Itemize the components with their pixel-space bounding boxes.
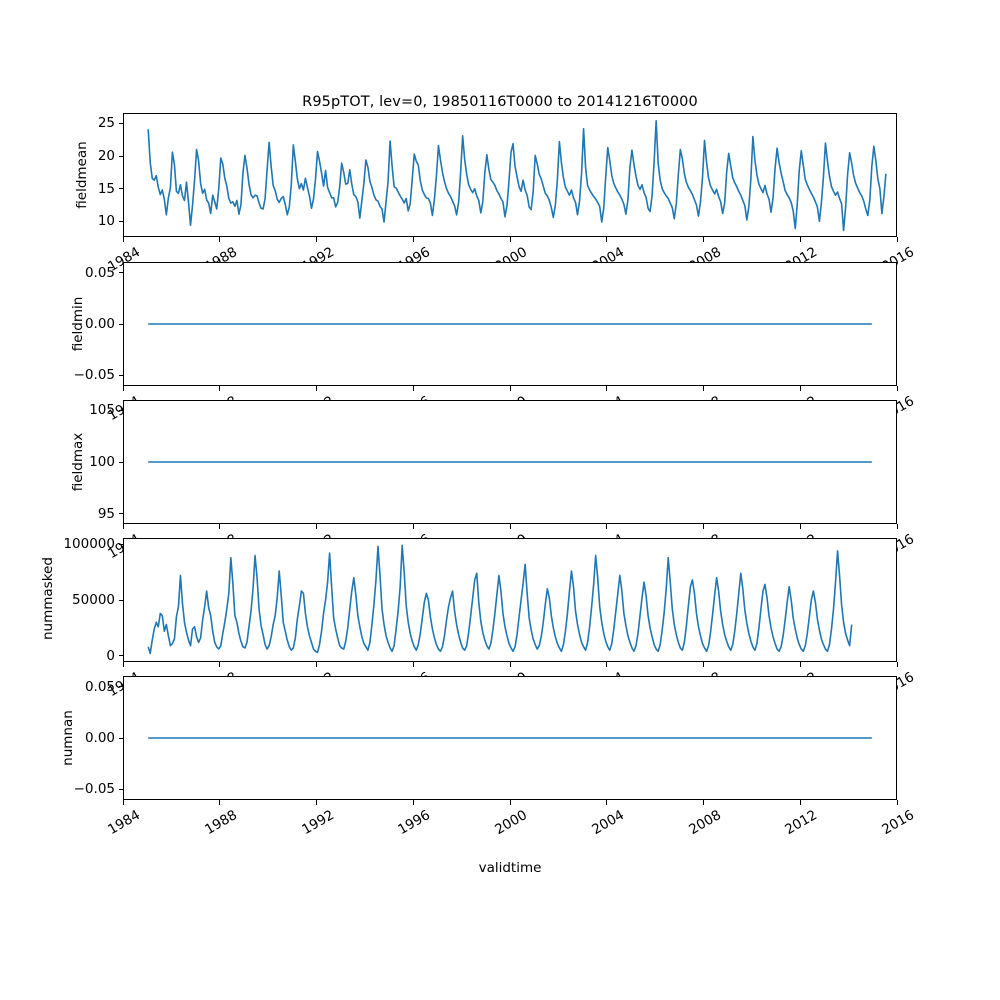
y-axis-label-numnan: numnan <box>60 710 76 766</box>
subplot-numnan <box>123 676 897 800</box>
y-tick-label-fieldmin: −0.05 <box>73 367 115 384</box>
x-tick-mark <box>412 386 414 391</box>
x-tick-mark <box>509 800 511 805</box>
y-tick-label-fieldmin: 0.00 <box>84 316 115 332</box>
subplot-nummasked <box>123 538 897 662</box>
x-tick-mark <box>703 662 705 667</box>
axes-spines <box>123 113 897 237</box>
plot-line-fieldmax <box>123 400 897 524</box>
figure-title: R95pTOT, lev=0, 19850116T0000 to 2014121… <box>302 94 698 110</box>
x-tick-mark <box>316 662 318 667</box>
subplot-fieldmin <box>123 262 897 386</box>
y-tick-label-nummasked: 0 <box>106 647 115 664</box>
y-axis-label-fieldmean: fieldmean <box>74 141 90 209</box>
x-tick-mark <box>799 662 801 667</box>
x-tick-mark <box>509 524 511 529</box>
y-axis-label-fieldmin: fieldmin <box>70 296 86 352</box>
x-axis-label: validtime <box>478 860 542 876</box>
x-tick-mark <box>896 524 898 529</box>
x-tick-mark <box>703 386 705 391</box>
y-tick-label-numnan: 0.05 <box>84 678 115 695</box>
x-tick-mark <box>799 800 801 805</box>
plot-line-nummasked <box>123 538 897 662</box>
x-tick-mark <box>412 524 414 529</box>
x-tick-mark <box>412 237 414 242</box>
y-tick-label-fieldmean: 20 <box>97 148 115 165</box>
x-tick-label: 1984 <box>105 807 143 839</box>
x-tick-label: 1984 <box>0 393 143 507</box>
y-tick-label-fieldmean: 15 <box>97 180 115 197</box>
y-tick-label-numnan: −0.05 <box>73 781 115 798</box>
x-tick-mark <box>703 237 705 242</box>
y-axis-label-fieldmax: fieldmax <box>70 432 86 492</box>
x-tick-mark <box>509 386 511 391</box>
x-tick-label: 1984 <box>0 531 143 645</box>
x-tick-mark <box>122 386 124 391</box>
x-tick-mark <box>799 386 801 391</box>
x-tick-mark <box>316 800 318 805</box>
axes-spines <box>123 538 897 662</box>
x-tick-mark <box>606 524 608 529</box>
x-tick-mark <box>606 800 608 805</box>
x-tick-mark <box>606 237 608 242</box>
axes-spines <box>123 400 897 524</box>
y-tick-label-fieldmax: 100 <box>89 454 115 470</box>
x-tick-mark <box>122 800 124 805</box>
x-tick-mark <box>509 662 511 667</box>
subplot-fieldmax <box>123 400 897 524</box>
x-tick-mark <box>412 800 414 805</box>
y-tick-label-nummasked: 50000 <box>72 592 115 608</box>
x-tick-mark <box>799 237 801 242</box>
y-tick-label-fieldmax: 105 <box>89 402 115 419</box>
x-tick-mark <box>122 524 124 529</box>
x-tick-mark <box>606 662 608 667</box>
x-tick-label: 1984 <box>0 669 143 783</box>
y-tick-label-fieldmean: 10 <box>97 213 115 230</box>
axes-spines <box>123 262 897 386</box>
plot-line-fieldmean <box>123 113 897 237</box>
x-tick-mark <box>122 237 124 242</box>
x-tick-mark <box>219 386 221 391</box>
x-tick-mark <box>896 237 898 242</box>
y-tick-label-nummasked: 100000 <box>63 536 115 553</box>
x-tick-label: 1984 <box>105 244 143 276</box>
x-tick-mark <box>316 524 318 529</box>
x-tick-mark <box>316 237 318 242</box>
plot-line-fieldmin <box>123 262 897 386</box>
y-tick-label-fieldmax: 95 <box>97 505 115 522</box>
plot-line-numnan <box>123 676 897 800</box>
x-tick-mark <box>219 662 221 667</box>
x-tick-mark <box>896 386 898 391</box>
x-tick-mark <box>703 524 705 529</box>
x-tick-mark <box>703 800 705 805</box>
y-tick-label-fieldmean: 25 <box>97 115 115 132</box>
y-tick-label-fieldmin: 0.05 <box>84 264 115 281</box>
x-tick-mark <box>896 662 898 667</box>
y-axis-label-nummasked: nummasked <box>40 557 56 640</box>
x-tick-mark <box>122 662 124 667</box>
subplot-fieldmean <box>123 113 897 237</box>
y-tick-label-numnan: 0.00 <box>84 730 115 746</box>
x-tick-mark <box>219 800 221 805</box>
x-tick-mark <box>412 662 414 667</box>
axes-spines <box>123 676 897 800</box>
x-tick-mark <box>606 386 608 391</box>
x-tick-mark <box>509 237 511 242</box>
x-tick-mark <box>219 237 221 242</box>
x-tick-mark <box>219 524 221 529</box>
x-tick-mark <box>316 386 318 391</box>
x-tick-mark <box>896 800 898 805</box>
x-tick-mark <box>799 524 801 529</box>
